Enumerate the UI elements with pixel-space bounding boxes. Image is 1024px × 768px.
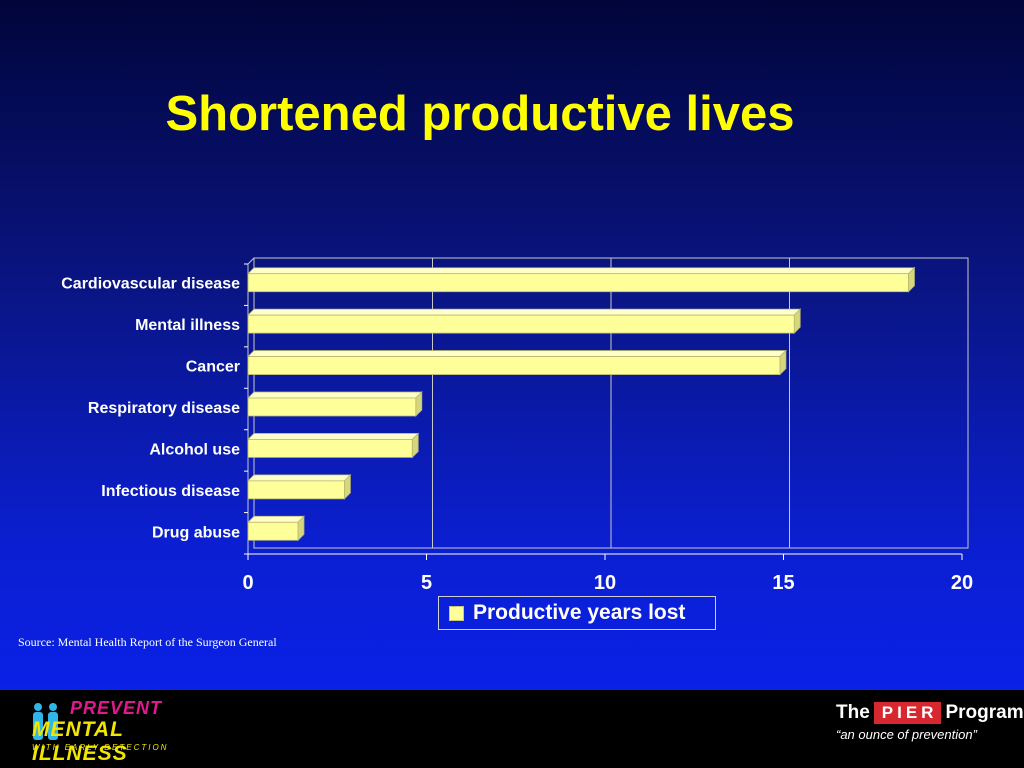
legend-label: Productive years lost bbox=[473, 601, 686, 624]
logo-text-mental-illness: MENTAL ILLNESS bbox=[32, 718, 128, 765]
category-label: Infectious disease bbox=[101, 483, 240, 500]
pier-program-logo: The PIER Program “an ounce of prevention… bbox=[836, 702, 1024, 762]
category-label: Alcohol use bbox=[149, 441, 240, 458]
bar bbox=[247, 439, 413, 458]
bar-top-face bbox=[247, 391, 423, 399]
bar-chart: 0 5 10 15 20 Cardiovascular disease Mental ill… bbox=[61, 257, 973, 594]
pier-logo-the: The bbox=[836, 702, 870, 723]
x-tick-label: 0 bbox=[242, 572, 253, 594]
pier-tagline: “an ounce of prevention” bbox=[836, 727, 977, 742]
bar bbox=[247, 397, 417, 417]
x-tick-label: 10 bbox=[594, 572, 616, 594]
source-note: Source: Mental Health Report of the Surg… bbox=[18, 635, 277, 649]
category-label: Mental illness bbox=[135, 317, 240, 334]
category-label: Cancer bbox=[186, 359, 240, 376]
footer-bar: PREVENT MENTAL ILLNESS WITH EARLY DETECT… bbox=[0, 690, 1024, 768]
bar-top-face bbox=[247, 515, 305, 523]
x-tick-label: 20 bbox=[951, 572, 973, 594]
category-label: Cardiovascular disease bbox=[61, 276, 240, 293]
category-label: Respiratory disease bbox=[88, 400, 240, 417]
pier-logo-program: Program bbox=[945, 702, 1024, 723]
pier-logo-box: PIER bbox=[873, 702, 942, 724]
legend-swatch bbox=[449, 605, 464, 621]
bar-top-face bbox=[247, 267, 916, 275]
logo-text-prevent: PREVENT bbox=[70, 698, 163, 718]
bar-top-face bbox=[247, 350, 787, 357]
bar bbox=[247, 314, 795, 334]
people-icon bbox=[33, 703, 58, 740]
bar-top-face bbox=[247, 433, 420, 440]
category-label: Drug abuse bbox=[152, 524, 240, 541]
bar-top-face bbox=[247, 308, 802, 316]
y-axis-depth-line bbox=[247, 257, 255, 265]
prevent-mental-illness-logo: PREVENT MENTAL ILLNESS WITH EARLY DETECT… bbox=[30, 698, 210, 765]
x-tick-label: 15 bbox=[772, 572, 794, 594]
bar bbox=[247, 480, 345, 500]
x-tick-label: 5 bbox=[421, 572, 432, 594]
bar-top-face bbox=[247, 474, 352, 482]
bar bbox=[247, 521, 299, 541]
logo-text-early-detection: WITH EARLY DETECTION bbox=[32, 743, 169, 752]
slide-title: Shortened productive lives bbox=[165, 87, 795, 141]
chart-legend: Productive years lost bbox=[438, 596, 716, 630]
bar bbox=[247, 356, 781, 375]
bar bbox=[247, 273, 909, 293]
